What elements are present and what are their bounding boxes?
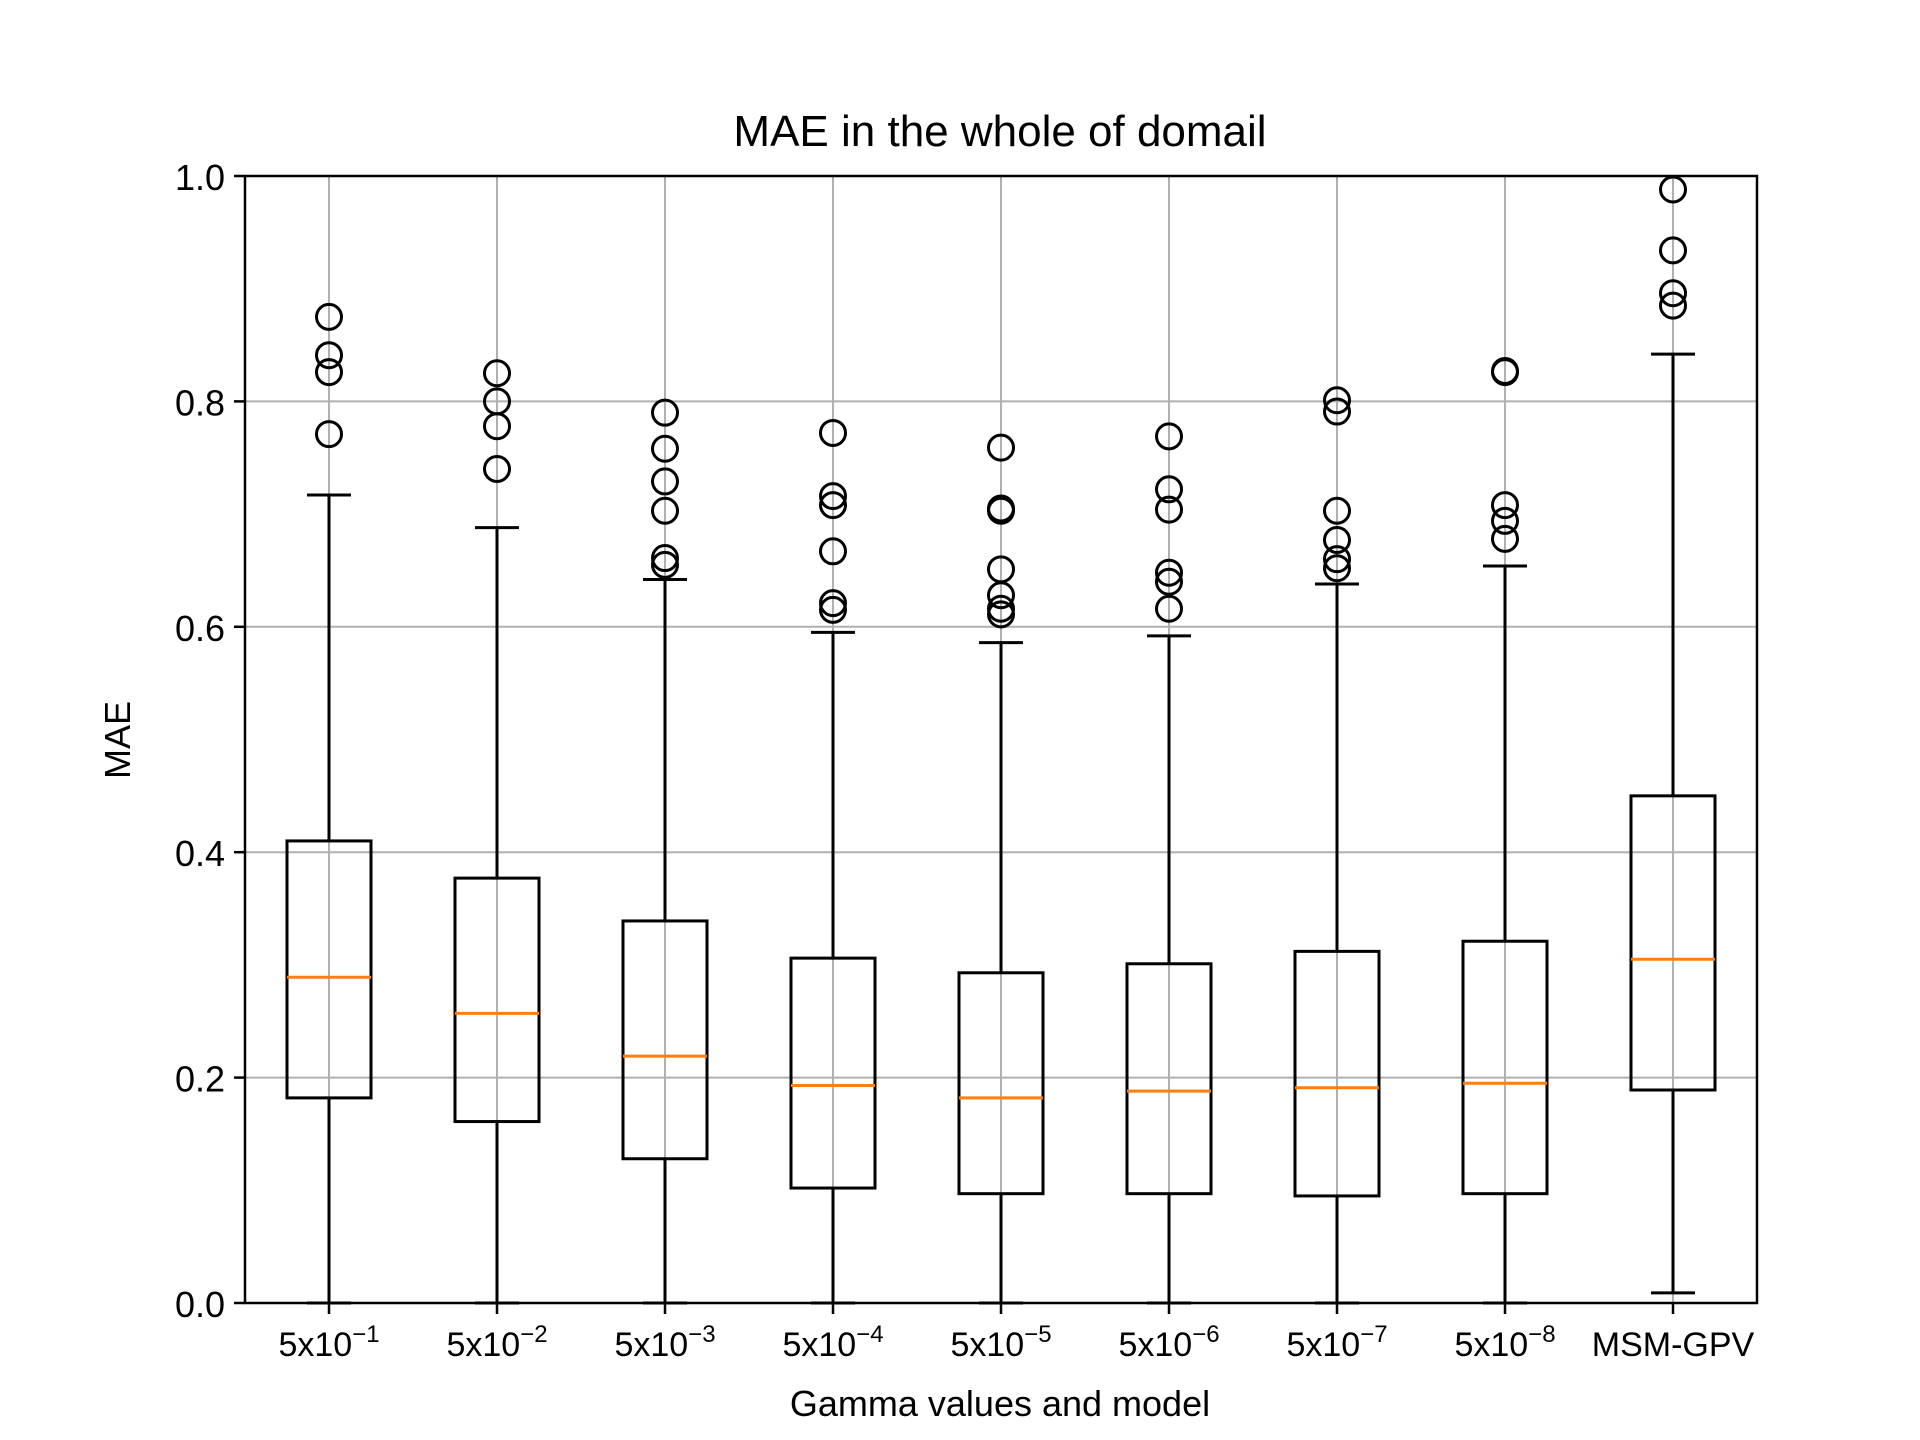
flier-point — [315, 341, 343, 370]
boxes-layer — [285, 175, 1717, 1305]
flier-point — [1323, 526, 1351, 555]
flier-point — [483, 359, 511, 388]
y-tick-label: 0.0 — [175, 1284, 225, 1325]
x-axis-ticks: 5x10−1 5x10−2 5x10−3 5x10−4 5x10−5 5x10−6 5x10… — [278, 1303, 1755, 1364]
flier-point — [1155, 558, 1183, 587]
y-tick-label: 0.8 — [175, 382, 225, 423]
x-tick-label: 5x10−8 — [1454, 1321, 1555, 1364]
flier-point — [483, 387, 511, 416]
flier-point — [315, 420, 343, 449]
flier-point — [1155, 567, 1183, 596]
x-axis-label: Gamma values and model — [790, 1383, 1210, 1424]
flier-point — [651, 496, 679, 525]
flier-point — [1491, 491, 1519, 520]
flier-point — [315, 302, 343, 331]
box-rect — [789, 956, 877, 1190]
flier-point — [819, 595, 847, 624]
flier-point — [987, 594, 1015, 623]
flier-point — [483, 455, 511, 484]
flier-point — [819, 589, 847, 618]
box-rect — [1461, 939, 1549, 1196]
flier-point — [819, 418, 847, 447]
flier-point — [1491, 506, 1519, 535]
box-rect — [621, 919, 709, 1161]
y-tick-label: 0.4 — [175, 833, 225, 874]
box-group — [621, 398, 709, 1305]
box-group — [1461, 356, 1549, 1305]
flier-point — [819, 482, 847, 511]
box-group — [1125, 422, 1213, 1305]
y-tick-label: 0.6 — [175, 608, 225, 649]
flier-point — [1155, 475, 1183, 504]
flier-point — [1155, 594, 1183, 623]
flier-point — [651, 398, 679, 427]
box-rect — [957, 971, 1045, 1196]
flier-point — [1323, 554, 1351, 583]
flier-point — [987, 433, 1015, 462]
box-rect — [1293, 949, 1381, 1198]
flier-point — [819, 491, 847, 520]
x-tick-label: 5x10−4 — [782, 1321, 883, 1364]
y-axis-ticks: 0.0 0.2 0.4 0.6 0.8 1.0 — [175, 157, 245, 1325]
x-tick-label: 5x10−5 — [950, 1321, 1051, 1364]
box-group — [1629, 175, 1717, 1295]
box-rect — [1125, 962, 1213, 1196]
box-rect — [453, 876, 541, 1124]
flier-point — [987, 555, 1015, 584]
x-tick-label: 5x10−6 — [1118, 1321, 1219, 1364]
x-tick-label: 5x10−2 — [446, 1321, 547, 1364]
flier-point — [1155, 495, 1183, 524]
x-tick-label: 5x10−7 — [1286, 1321, 1387, 1364]
y-axis-label: MAE — [97, 701, 138, 779]
flier-point — [1323, 397, 1351, 426]
y-tick-label: 0.2 — [175, 1059, 225, 1100]
y-tick-label: 1.0 — [175, 157, 225, 198]
box-group — [285, 302, 373, 1305]
chart-title: MAE in the whole of domail — [733, 107, 1266, 156]
flier-point — [1323, 386, 1351, 415]
flier-point — [651, 467, 679, 496]
flier-point — [1155, 422, 1183, 451]
flier-point — [651, 550, 679, 579]
flier-point — [1659, 279, 1687, 308]
box-rect — [285, 839, 373, 1100]
box-rect — [1629, 794, 1717, 1092]
x-tick-label: 5x10−1 — [278, 1321, 379, 1364]
flier-point — [987, 494, 1015, 523]
flier-point — [1659, 236, 1687, 265]
flier-point — [1491, 524, 1519, 553]
flier-point — [819, 537, 847, 566]
flier-point — [1323, 545, 1351, 574]
flier-point — [1659, 291, 1687, 320]
flier-point — [651, 434, 679, 463]
flier-point — [651, 544, 679, 573]
flier-point — [315, 358, 343, 387]
flier-point — [1491, 356, 1519, 385]
flier-point — [1323, 496, 1351, 525]
x-tick-label: MSM-GPV — [1592, 1326, 1755, 1364]
box-group — [1293, 386, 1381, 1305]
x-tick-label: 5x10−3 — [614, 1321, 715, 1364]
